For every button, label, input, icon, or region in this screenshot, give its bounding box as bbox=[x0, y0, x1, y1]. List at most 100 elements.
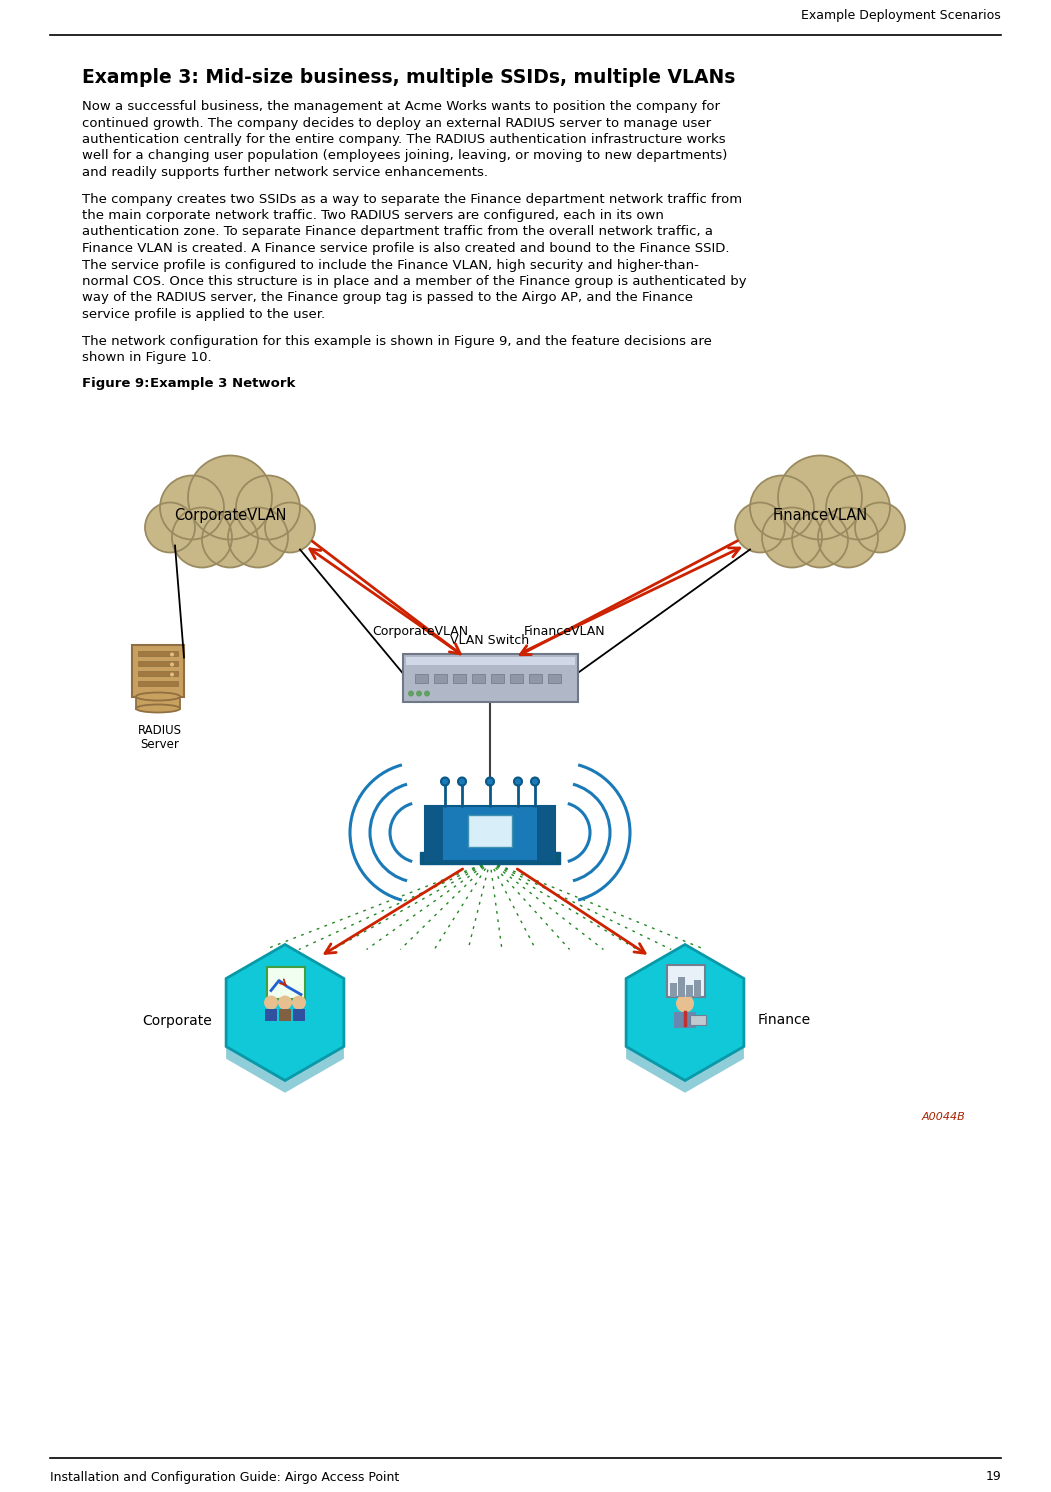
Polygon shape bbox=[226, 956, 344, 1092]
Bar bbox=[678, 976, 685, 997]
Text: A0044B: A0044B bbox=[922, 1113, 965, 1122]
Circle shape bbox=[265, 503, 315, 552]
Text: service profile is applied to the user.: service profile is applied to the user. bbox=[82, 307, 325, 321]
Bar bbox=[537, 806, 555, 861]
Bar bbox=[132, 645, 184, 697]
Bar bbox=[138, 670, 178, 676]
Text: Example Deployment Scenarios: Example Deployment Scenarios bbox=[801, 9, 1001, 22]
Bar bbox=[425, 806, 444, 861]
Circle shape bbox=[236, 476, 300, 540]
Circle shape bbox=[856, 503, 905, 552]
Circle shape bbox=[762, 507, 822, 567]
Circle shape bbox=[486, 777, 494, 785]
Text: normal COS. Once this structure is in place and a member of the Finance group is: normal COS. Once this structure is in pl… bbox=[82, 275, 746, 288]
Circle shape bbox=[170, 652, 174, 656]
Text: CorporateVLAN: CorporateVLAN bbox=[372, 625, 468, 639]
Text: Figure 9:: Figure 9: bbox=[82, 377, 149, 391]
Circle shape bbox=[826, 476, 890, 540]
Bar bbox=[468, 815, 512, 846]
Bar bbox=[510, 673, 523, 682]
Circle shape bbox=[531, 777, 539, 785]
Circle shape bbox=[292, 995, 306, 1010]
Circle shape bbox=[416, 691, 423, 697]
Bar bbox=[138, 651, 178, 655]
Text: VLAN Switch: VLAN Switch bbox=[451, 634, 530, 648]
Polygon shape bbox=[626, 956, 744, 1092]
Bar bbox=[548, 673, 561, 682]
Text: FinanceVLAN: FinanceVLAN bbox=[772, 507, 868, 524]
Circle shape bbox=[408, 691, 414, 697]
Bar bbox=[434, 673, 447, 682]
Circle shape bbox=[172, 507, 232, 567]
Text: Finance: Finance bbox=[758, 1013, 811, 1028]
Circle shape bbox=[735, 503, 785, 552]
Bar bbox=[138, 661, 178, 665]
Bar bbox=[694, 980, 701, 997]
Bar bbox=[691, 1015, 706, 1025]
Bar bbox=[453, 673, 466, 682]
Text: Now a successful business, the management at Acme Works wants to position the co: Now a successful business, the managemen… bbox=[82, 100, 720, 113]
Circle shape bbox=[202, 512, 257, 567]
Circle shape bbox=[228, 507, 288, 567]
Text: authentication zone. To separate Finance department traffic from the overall net: authentication zone. To separate Finance… bbox=[82, 225, 713, 239]
Circle shape bbox=[778, 455, 862, 540]
Bar bbox=[415, 673, 428, 682]
Circle shape bbox=[145, 503, 195, 552]
Circle shape bbox=[279, 995, 292, 1010]
Circle shape bbox=[792, 512, 848, 567]
Text: well for a changing user population (employees joining, leaving, or moving to ne: well for a changing user population (emp… bbox=[82, 149, 727, 163]
Text: Server: Server bbox=[141, 737, 180, 750]
Circle shape bbox=[514, 777, 522, 785]
Circle shape bbox=[750, 476, 815, 540]
Text: RADIUS: RADIUS bbox=[138, 725, 182, 737]
Text: shown in Figure 10.: shown in Figure 10. bbox=[82, 351, 211, 364]
Bar bbox=[686, 985, 693, 997]
Text: The network configuration for this example is shown in Figure 9, and the feature: The network configuration for this examp… bbox=[82, 334, 712, 348]
Text: way of the RADIUS server, the Finance group tag is passed to the Airgo AP, and t: way of the RADIUS server, the Finance gr… bbox=[82, 291, 693, 304]
Text: the main corporate network traffic. Two RADIUS servers are configured, each in i: the main corporate network traffic. Two … bbox=[82, 209, 664, 222]
Text: CorporateVLAN: CorporateVLAN bbox=[173, 507, 286, 524]
Text: continued growth. The company decides to deploy an external RADIUS server to man: continued growth. The company decides to… bbox=[82, 116, 712, 130]
Bar bbox=[267, 967, 305, 998]
Text: Example 3: Mid-size business, multiple SSIDs, multiple VLANs: Example 3: Mid-size business, multiple S… bbox=[82, 69, 736, 87]
Text: The service profile is configured to include the Finance VLAN, high security and: The service profile is configured to inc… bbox=[82, 258, 699, 272]
Bar bbox=[406, 656, 575, 664]
Bar bbox=[472, 673, 485, 682]
Text: and readily supports further network service enhancements.: and readily supports further network ser… bbox=[82, 166, 488, 179]
Bar bbox=[420, 852, 560, 864]
Bar bbox=[265, 1009, 277, 1021]
Bar bbox=[136, 697, 180, 709]
Bar bbox=[403, 653, 578, 701]
Circle shape bbox=[424, 691, 430, 697]
Text: Installation and Configuration Guide: Airgo Access Point: Installation and Configuration Guide: Ai… bbox=[50, 1471, 399, 1483]
Bar bbox=[293, 1009, 305, 1021]
Circle shape bbox=[441, 777, 449, 785]
Bar bbox=[674, 1012, 696, 1028]
Text: The company creates two SSIDs as a way to separate the Finance department networ: The company creates two SSIDs as a way t… bbox=[82, 192, 742, 206]
Ellipse shape bbox=[136, 704, 180, 713]
Bar bbox=[425, 806, 555, 861]
Polygon shape bbox=[226, 944, 344, 1080]
Polygon shape bbox=[626, 944, 744, 1080]
Circle shape bbox=[170, 662, 174, 667]
Bar bbox=[667, 964, 705, 997]
Text: Example 3 Network: Example 3 Network bbox=[150, 377, 295, 391]
Text: Finance VLAN is created. A Finance service profile is also created and bound to : Finance VLAN is created. A Finance servi… bbox=[82, 242, 729, 255]
Bar bbox=[138, 680, 178, 685]
Text: authentication centrally for the entire company. The RADIUS authentication infra: authentication centrally for the entire … bbox=[82, 133, 725, 146]
Text: FinanceVLAN: FinanceVLAN bbox=[524, 625, 605, 639]
Text: Corporate: Corporate bbox=[142, 1013, 212, 1028]
Circle shape bbox=[458, 777, 466, 785]
Text: 19: 19 bbox=[985, 1471, 1001, 1483]
Bar bbox=[669, 983, 677, 997]
Ellipse shape bbox=[136, 692, 180, 701]
Bar bbox=[279, 1009, 291, 1021]
Circle shape bbox=[676, 995, 694, 1013]
Circle shape bbox=[170, 673, 174, 676]
Circle shape bbox=[160, 476, 224, 540]
Bar bbox=[491, 673, 504, 682]
Circle shape bbox=[188, 455, 272, 540]
Circle shape bbox=[818, 507, 878, 567]
Bar bbox=[529, 673, 542, 682]
Circle shape bbox=[264, 995, 279, 1010]
